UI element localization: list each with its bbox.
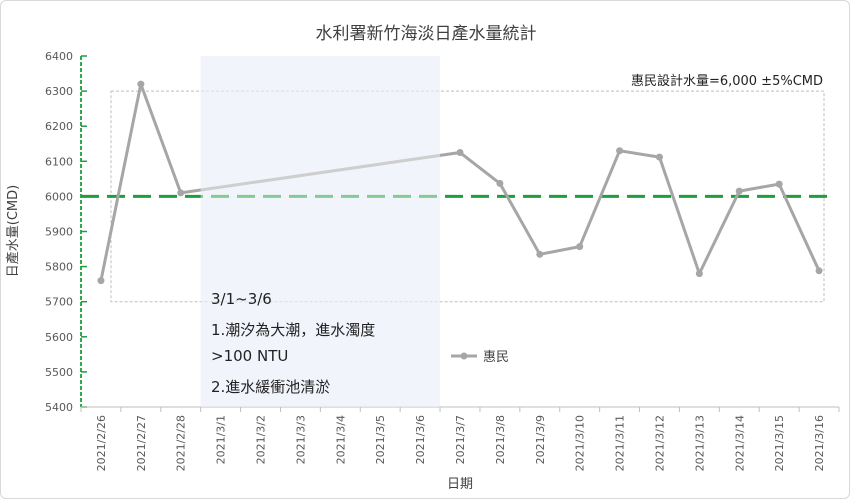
note-line-3: >100 NTU bbox=[211, 347, 289, 365]
series-point bbox=[97, 277, 105, 285]
y-tick-label: 6200 bbox=[45, 120, 73, 133]
x-axis-label: 日期 bbox=[447, 477, 473, 492]
series-point bbox=[177, 189, 185, 197]
series-segment bbox=[458, 151, 502, 185]
x-tick-label: 2021/3/4 bbox=[334, 415, 347, 464]
series-segment bbox=[657, 155, 701, 276]
series-point bbox=[695, 270, 703, 278]
x-tick-label: 2021/3/6 bbox=[414, 415, 427, 464]
x-tick-label: 2021/3/11 bbox=[614, 415, 627, 471]
legend-label: 惠民 bbox=[483, 350, 509, 365]
y-tick-label: 5500 bbox=[45, 366, 73, 379]
y-tick-label: 6100 bbox=[45, 155, 73, 168]
series-segment bbox=[697, 189, 741, 276]
series-point bbox=[536, 250, 544, 258]
series-point bbox=[576, 243, 584, 251]
x-tick-label: 2021/3/9 bbox=[534, 415, 547, 464]
note-line-4: 2.進水緩衝池清淤 bbox=[211, 378, 331, 396]
x-tick-label: 2021/3/2 bbox=[255, 415, 268, 464]
x-tick-label: 2021/3/15 bbox=[773, 415, 786, 471]
series-point bbox=[496, 179, 504, 187]
series-segment bbox=[578, 149, 622, 249]
chart-title: 水利署新竹海淡日產水量統計 bbox=[316, 24, 537, 44]
series-point bbox=[137, 80, 145, 88]
series-point bbox=[655, 153, 663, 161]
y-tick-label: 5900 bbox=[45, 226, 73, 239]
series-point bbox=[735, 187, 743, 195]
y-tick-label: 6000 bbox=[45, 190, 73, 203]
x-tick-label: 2021/3/7 bbox=[454, 415, 467, 464]
series-point bbox=[456, 149, 464, 157]
y-tick-label: 5700 bbox=[45, 296, 73, 309]
highlight-band bbox=[200, 56, 441, 407]
y-axis-label: 日產水量(CMD) bbox=[5, 185, 21, 277]
series-segment bbox=[498, 181, 542, 256]
x-tick-label: 2021/3/14 bbox=[733, 415, 746, 471]
x-tick-label: 2021/3/16 bbox=[813, 415, 826, 471]
x-tick-label: 2021/3/1 bbox=[215, 415, 228, 464]
series-segment bbox=[139, 82, 183, 195]
y-tick-label: 5800 bbox=[45, 261, 73, 274]
series-point bbox=[775, 180, 783, 188]
x-tick-label: 2021/3/12 bbox=[653, 415, 666, 471]
series-point bbox=[616, 147, 624, 155]
x-tick-label: 2021/2/28 bbox=[175, 415, 188, 471]
highlight-fade bbox=[200, 56, 441, 407]
series-gap-segment bbox=[179, 151, 462, 195]
series-segment bbox=[538, 245, 582, 256]
x-tick-label: 2021/3/3 bbox=[294, 415, 307, 464]
series-point bbox=[815, 267, 823, 275]
note-line-1: 3/1~3/6 bbox=[211, 290, 272, 308]
y-tick-label: 6400 bbox=[45, 50, 73, 63]
plot-area: 5400 5500 5600 5700 5800 5900 6000 6100 6200 6300… bbox=[45, 50, 840, 471]
legend-marker bbox=[460, 352, 468, 360]
x-tick-label: 2021/3/5 bbox=[374, 415, 387, 464]
y-tick-label: 5400 bbox=[45, 401, 73, 414]
y-tick-label: 5600 bbox=[45, 331, 73, 344]
x-tick-label: 2021/2/27 bbox=[135, 415, 148, 471]
x-tick-label: 2021/3/13 bbox=[693, 415, 706, 471]
x-tick-label: 2021/3/10 bbox=[574, 415, 587, 471]
tolerance-label: 惠民設計水量=6,000 ±5%CMD bbox=[631, 73, 823, 89]
series-segment bbox=[618, 149, 661, 159]
y-tick-label: 6300 bbox=[45, 85, 73, 98]
x-tick-label: 2021/3/8 bbox=[494, 415, 507, 464]
note-line-2: 1.潮汐為大潮，進水濁度 bbox=[211, 321, 376, 339]
series-segment bbox=[737, 182, 781, 193]
x-tick-label: 2021/2/26 bbox=[95, 415, 108, 471]
series-segment bbox=[99, 82, 143, 283]
series-segment bbox=[777, 182, 821, 273]
